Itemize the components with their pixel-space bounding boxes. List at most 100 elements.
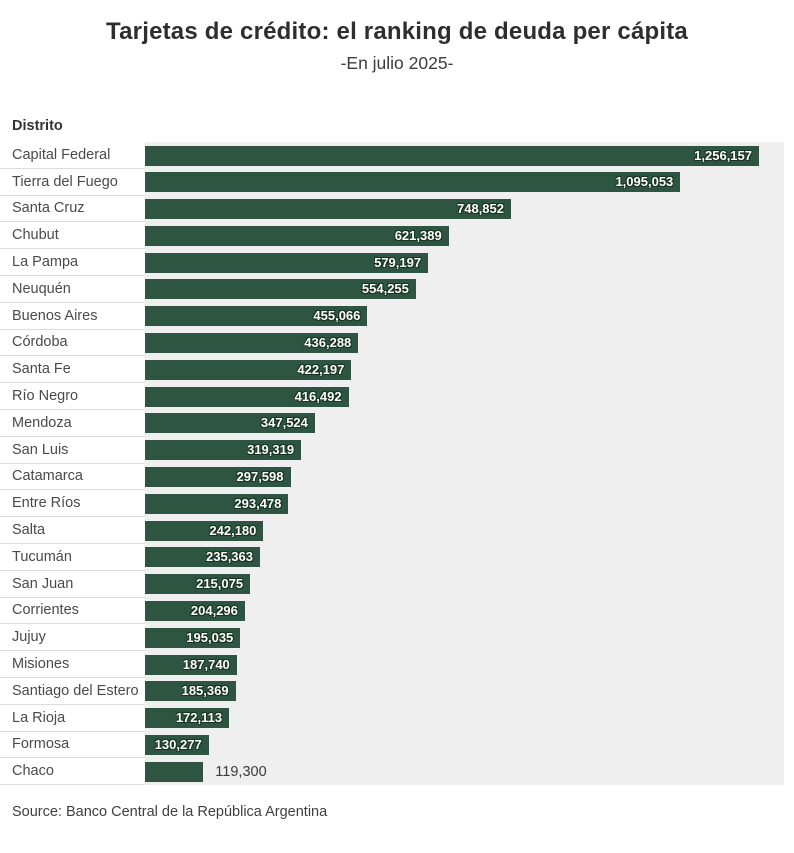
value-label: 242,180 [209,522,257,538]
chart-title: Tarjetas de crédito: el ranking de deuda… [106,18,688,45]
bar: 748,852 [145,199,511,220]
bar: 195,035 [145,627,241,648]
district-label: Santiago del Estero [0,678,145,705]
plot-cell: 416,492 [145,383,784,410]
value-label: 130,277 [154,737,202,753]
district-label: Buenos Aires [0,303,145,330]
district-label: Salta [0,517,145,544]
plot-cell: 579,197 [145,249,784,276]
district-label: Tierra del Fuego [0,169,145,196]
bar: 455,066 [145,306,368,327]
district-label: San Luis [0,437,145,464]
bar: 422,197 [145,359,352,380]
value-label: 235,363 [206,549,253,565]
bar: 579,197 [145,252,429,273]
plot-cell: 185,369 [145,677,784,705]
bar: 1,256,157 [145,145,759,166]
chart-row: Capital Federal 1,256,157 [0,142,784,169]
value-label: 119,300 [215,763,267,780]
chart-row: Santa Cruz 748,852 [0,195,784,223]
chart-row: Salta 242,180 [0,517,784,544]
district-label: Catamarca [0,464,145,491]
district-label: Río Negro [0,383,145,410]
district-label: Neuquén [0,276,145,303]
plot-cell: 204,296 [145,597,784,625]
chart-row: Chaco 119,300 [0,758,784,786]
bar: 416,492 [145,386,349,407]
chart-row: Tucumán 235,363 [0,543,784,571]
bar: 172,113 [145,708,230,729]
bar: 187,740 [145,654,237,675]
value-label: 436,288 [304,335,352,351]
plot-cell: 621,389 [145,222,784,250]
bar: 293,478 [145,493,289,514]
plot-cell: 195,035 [145,624,784,652]
value-label: 422,197 [297,361,345,377]
chart-row: Entre Ríos 293,478 [0,490,784,518]
bar: 621,389 [145,225,449,246]
plot-cell: 748,852 [145,195,784,223]
chart-row: Formosa 130,277 [0,731,784,759]
value-label: 1,095,053 [615,174,674,190]
chart-row: Tierra del Fuego 1,095,053 [0,168,784,196]
y-axis-label: Distrito [12,118,63,134]
chart-row: Río Negro 416,492 [0,383,784,410]
bar: 215,075 [145,574,251,595]
plot-cell: 455,066 [145,302,784,330]
value-label: 579,197 [374,254,422,270]
district-label: Corrientes [0,598,145,625]
value-label: 347,524 [260,415,308,431]
district-label: Chubut [0,222,145,250]
district-label: Chaco [0,758,145,786]
bar: 204,296 [145,601,245,622]
chart-row: Córdoba 436,288 [0,329,784,357]
value-label: 187,740 [182,656,230,672]
bar-chart: Capital Federal 1,256,157 Tierra del Fuego… [0,142,784,786]
value-label: 748,852 [457,201,504,217]
plot-cell: 215,075 [145,570,784,598]
chart-row: Santa Fe 422,197 [0,356,784,384]
value-label: 215,075 [196,576,244,592]
district-label: Mendoza [0,410,145,437]
plot-cell: 172,113 [145,704,784,732]
chart-row: Jujuy 195,035 [0,624,784,652]
value-label: 1,256,157 [694,147,752,163]
chart-row: Corrientes 204,296 [0,597,784,625]
chart-page: Tarjetas de crédito: el ranking de deuda… [0,18,794,853]
chart-row: La Pampa 579,197 [0,249,784,276]
district-label: San Juan [0,571,145,598]
value-label: 185,369 [181,683,229,699]
bar: 554,255 [145,279,416,300]
value-label: 319,319 [247,442,295,458]
value-label: 195,035 [186,629,234,645]
plot-cell: 187,740 [145,651,784,678]
plot-cell: 319,319 [145,436,784,464]
value-label: 621,389 [394,227,442,243]
value-label: 554,255 [361,281,409,297]
bar [145,761,204,782]
plot-cell: 130,277 [145,731,784,759]
value-label: 204,296 [190,603,238,619]
district-label: Córdoba [0,330,145,357]
bar: 347,524 [145,413,315,434]
plot-cell: 293,478 [145,490,784,518]
chart-row: Catamarca 297,598 [0,463,784,491]
district-label: Misiones [0,651,145,678]
district-label: Santa Fe [0,356,145,384]
chart-row: San Luis 319,319 [0,436,784,464]
district-label: Formosa [0,732,145,759]
value-label: 293,478 [234,495,282,511]
chart-row: San Juan 215,075 [0,570,784,598]
plot-cell: 1,095,053 [145,168,784,196]
district-label: Capital Federal [0,142,145,169]
district-label: Tucumán [0,544,145,571]
value-label: 455,066 [313,308,361,324]
plot-cell: 436,288 [145,329,784,357]
chart-row: Misiones 187,740 [0,651,784,678]
source-note: Source: Banco Central de la República Ar… [12,804,328,821]
plot-cell: 422,197 [145,356,784,384]
bar: 242,180 [145,520,264,541]
district-label: Entre Ríos [0,490,145,518]
value-label: 416,492 [294,388,342,404]
chart-row: Chubut 621,389 [0,222,784,250]
